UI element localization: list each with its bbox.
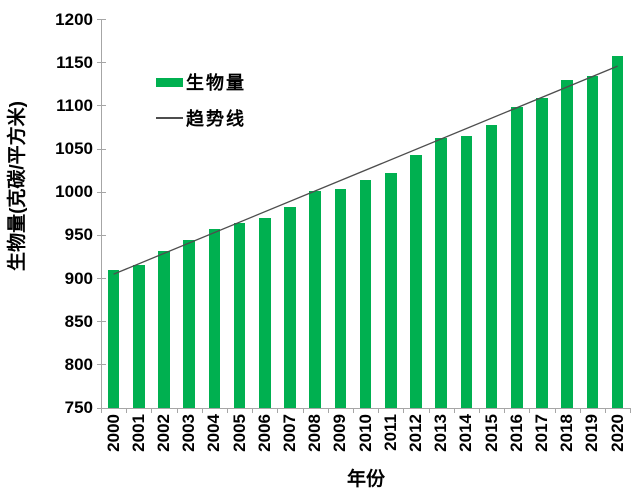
bar-2003	[183, 239, 195, 408]
x-tick-label-text: 2000	[103, 414, 123, 452]
x-tick-12	[403, 408, 405, 413]
x-tick-14	[453, 408, 455, 413]
x-tick-label-text: 2008	[305, 414, 325, 452]
bar-2008	[309, 191, 321, 408]
bar-2009	[334, 188, 347, 408]
x-tick-20	[605, 408, 606, 413]
x-tick-label-text: 2004	[204, 414, 224, 452]
legend-label-biomass: 生物量	[186, 73, 246, 93]
x-tick-8	[302, 408, 304, 413]
bar-2013	[435, 137, 447, 408]
bar-2005	[233, 223, 246, 408]
y-tick-label-1100: 1100	[56, 95, 93, 115]
x-tick-13	[428, 408, 430, 413]
x-tick-2	[151, 408, 153, 413]
x-tick-label-text: 2018	[557, 414, 577, 452]
x-tick-label-text: 2015	[481, 414, 501, 452]
x-tick-15	[479, 408, 480, 413]
bar-2016	[511, 106, 523, 408]
y-tick-850	[96, 321, 106, 323]
bar-2020	[611, 55, 624, 408]
x-tick-17	[529, 408, 531, 413]
x-tick-label-text: 2007	[280, 414, 299, 452]
bar-2002	[158, 250, 170, 408]
x-tick-10	[353, 408, 354, 413]
x-tick-label-text: 2020	[607, 414, 627, 452]
x-tick-label-text: 2006	[254, 414, 274, 452]
y-tick-label-750: 750	[64, 398, 93, 417]
y-axis-title-text: 生物量(克碳/平方米)	[7, 101, 28, 271]
x-tick-6	[252, 408, 254, 413]
x-tick-7	[277, 408, 279, 413]
x-tick-label-text: 2002	[154, 414, 173, 452]
y-tick-label-950: 950	[64, 225, 93, 245]
y-tick-1200	[96, 19, 106, 20]
x-tick-label-text: 2005	[229, 414, 249, 452]
x-tick-label-text: 2012	[406, 414, 425, 452]
bar-2017	[536, 98, 548, 408]
trend-swatch-icon	[156, 117, 183, 119]
x-tick-label-text: 2010	[355, 414, 375, 452]
x-axis-title: 年份	[346, 469, 386, 490]
x-tick-11	[378, 408, 380, 413]
y-tick-1050	[96, 148, 106, 150]
x-tick-label-text: 2013	[431, 414, 451, 452]
y-tick-900	[96, 278, 106, 279]
y-tick-label-1050: 1050	[55, 139, 93, 158]
x-tick-4	[201, 408, 203, 413]
biomass-swatch-icon	[156, 77, 183, 87]
bar-2015	[485, 124, 498, 408]
y-tick-1100	[96, 105, 106, 107]
x-tick-label-text: 2019	[582, 414, 602, 452]
bar-2006	[259, 218, 271, 408]
bar-2014	[460, 136, 473, 408]
bar-2001	[133, 264, 145, 408]
x-tick-5	[227, 408, 228, 413]
x-tick-0	[101, 408, 102, 413]
y-axis-line	[101, 19, 102, 408]
y-tick-800	[96, 364, 106, 366]
bar-2010	[359, 180, 372, 408]
bar-2004	[208, 229, 221, 408]
bar-2000	[107, 269, 120, 408]
y-tick-label-1200: 1200	[55, 9, 93, 29]
y-tick-950	[96, 234, 106, 236]
bar-2018	[561, 79, 573, 408]
x-tick-label-text: 2016	[506, 414, 526, 452]
x-tick-label-text: 2001	[128, 414, 148, 452]
bar-2011	[385, 173, 397, 408]
y-tick-label-800: 800	[64, 354, 93, 374]
x-tick-3	[176, 408, 178, 413]
x-tick-21	[630, 408, 632, 413]
y-tick-label-900: 900	[64, 268, 93, 288]
x-axis-line	[101, 408, 631, 409]
legend: 生物量 趋势线	[156, 71, 246, 143]
x-tick-label-text: 2009	[330, 414, 350, 452]
legend-item-trend: 趋势线	[156, 107, 246, 129]
legend-label-trend: 趋势线	[186, 109, 246, 129]
y-tick-label-1150: 1150	[56, 52, 93, 72]
y-tick-1000	[96, 191, 106, 193]
y-tick-label-1000: 1000	[55, 182, 93, 202]
x-tick-18	[554, 408, 556, 413]
x-tick-9	[327, 408, 329, 413]
x-tick-1	[126, 408, 128, 413]
x-tick-label-text: 2017	[532, 414, 551, 452]
x-tick-16	[504, 408, 506, 413]
bar-2007	[284, 206, 296, 408]
x-tick-19	[579, 408, 581, 413]
x-tick-label-text: 2011	[380, 414, 400, 451]
bar-2012	[410, 155, 422, 408]
y-tick-1150	[96, 62, 106, 64]
x-tick-label-text: 2014	[456, 414, 476, 452]
legend-item-biomass: 生物量	[156, 71, 246, 93]
bar-2019	[586, 75, 599, 408]
y-tick-label-850: 850	[64, 311, 93, 331]
x-tick-label-text: 2003	[179, 414, 199, 452]
